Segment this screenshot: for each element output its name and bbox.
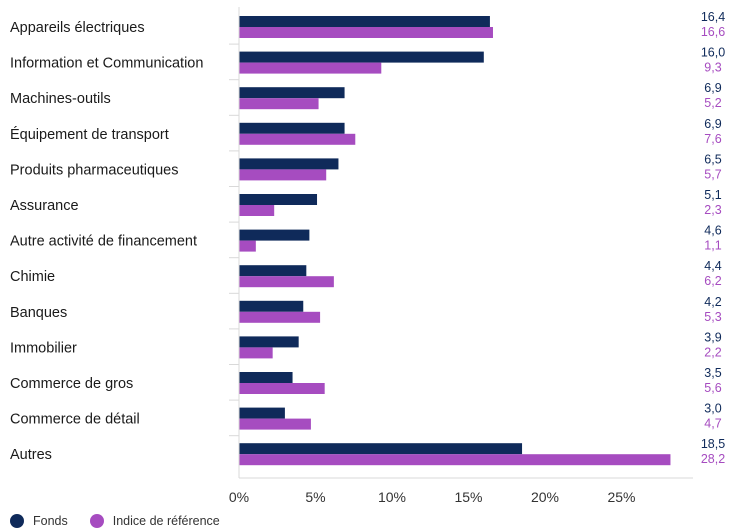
value-label-indice: 5,7 — [704, 167, 721, 181]
category-label: Information et Communication — [10, 56, 203, 72]
bar-fonds — [239, 265, 307, 277]
legend-swatch-fonds — [10, 513, 24, 528]
bar-indice — [239, 62, 382, 74]
value-label-indice: 5,6 — [704, 381, 721, 395]
value-label-fonds: 6,5 — [704, 152, 721, 166]
value-label-fonds: 3,9 — [704, 330, 721, 344]
legend-item-indice: Indice de référence — [89, 513, 220, 528]
category-label: Appareils électriques — [10, 20, 145, 36]
bar-fonds — [239, 372, 293, 383]
value-label-fonds: 4,4 — [704, 259, 721, 273]
bar-fonds — [239, 122, 345, 134]
value-label-fonds: 4,2 — [704, 295, 721, 309]
x-tick-label: 25% — [607, 489, 635, 505]
value-label-fonds: 16,4 — [701, 10, 725, 24]
bar-fonds — [239, 16, 490, 27]
bar-chart: Appareils électriques Information et Comm… — [10, 7, 725, 505]
value-label-fonds: 6,9 — [704, 117, 721, 131]
value-label-indice: 7,6 — [704, 132, 721, 146]
value-label-indice: 5,2 — [704, 96, 721, 110]
bar-indice — [239, 240, 256, 252]
bar-indice — [239, 347, 273, 359]
value-label-fonds: 16,0 — [701, 46, 725, 60]
category-labels: Appareils électriques Information et Comm… — [10, 20, 203, 463]
bars — [239, 16, 671, 466]
x-axis-ticks: 0% 5% 10% 15% 20% 25% — [229, 489, 636, 505]
x-tick-label: 5% — [305, 489, 325, 505]
x-tick-label: 0% — [229, 489, 249, 505]
bar-fonds — [239, 194, 318, 205]
value-label-fonds: 18,5 — [701, 437, 725, 451]
legend-label-indice: Indice de référence — [112, 513, 220, 528]
value-label-indice: 2,3 — [704, 203, 721, 217]
category-label: Assurance — [10, 198, 79, 214]
x-tick-label: 15% — [454, 489, 482, 505]
value-label-indice: 2,2 — [704, 345, 721, 359]
category-label: Immobilier — [10, 340, 77, 356]
legend-label-fonds: Fonds — [33, 513, 68, 528]
row-separators — [229, 43, 239, 437]
category-label: Autres — [10, 447, 52, 463]
value-label-indice: 4,7 — [704, 417, 721, 431]
bar-indice — [239, 383, 325, 394]
bar-fonds — [239, 158, 339, 170]
value-label-indice: 9,3 — [704, 61, 721, 75]
bar-indice — [239, 311, 321, 323]
value-label-fonds: 4,6 — [704, 224, 721, 238]
bar-indice — [239, 418, 311, 430]
legend: Fonds Indice de référence — [10, 512, 242, 529]
legend-swatch-indice — [89, 513, 104, 528]
bar-indice — [239, 454, 671, 466]
value-label-fonds: 3,0 — [704, 402, 721, 416]
bar-fonds — [239, 51, 484, 63]
category-label: Équipement de transport — [10, 126, 169, 143]
value-label-indice: 16,6 — [701, 25, 725, 39]
category-label: Commerce de détail — [10, 412, 140, 428]
bar-fonds — [239, 336, 299, 348]
category-label: Produits pharmaceutiques — [10, 162, 178, 178]
bar-indice — [239, 98, 319, 110]
value-label-fonds: 6,9 — [704, 81, 721, 95]
category-label: Commerce de gros — [10, 376, 133, 392]
bar-indice — [239, 133, 356, 145]
x-tick-label: 10% — [378, 489, 406, 505]
value-label-indice: 28,2 — [701, 452, 725, 466]
category-label: Autre activité de financement — [10, 234, 197, 250]
value-label-indice: 5,3 — [704, 310, 721, 324]
value-label-fonds: 3,5 — [704, 366, 721, 380]
value-label-indice: 6,2 — [704, 274, 721, 288]
category-label: Machines-outils — [10, 91, 111, 107]
category-label: Chimie — [10, 269, 55, 285]
category-label: Banques — [10, 305, 67, 321]
bar-indice — [239, 276, 334, 288]
x-tick-label: 20% — [531, 489, 559, 505]
bar-fonds — [239, 229, 310, 241]
bar-indice — [239, 27, 493, 38]
bar-fonds — [239, 407, 285, 419]
bar-fonds — [239, 87, 345, 99]
bar-indice — [239, 169, 327, 181]
bar-indice — [239, 205, 275, 216]
bar-fonds — [239, 300, 304, 312]
value-labels: 16,416,616,09,36,95,26,97,66,55,75,12,34… — [701, 10, 725, 466]
value-label-fonds: 5,1 — [704, 188, 721, 202]
value-label-indice: 1,1 — [704, 239, 721, 253]
bar-fonds — [239, 443, 523, 455]
legend-item-fonds: Fonds — [10, 513, 68, 528]
